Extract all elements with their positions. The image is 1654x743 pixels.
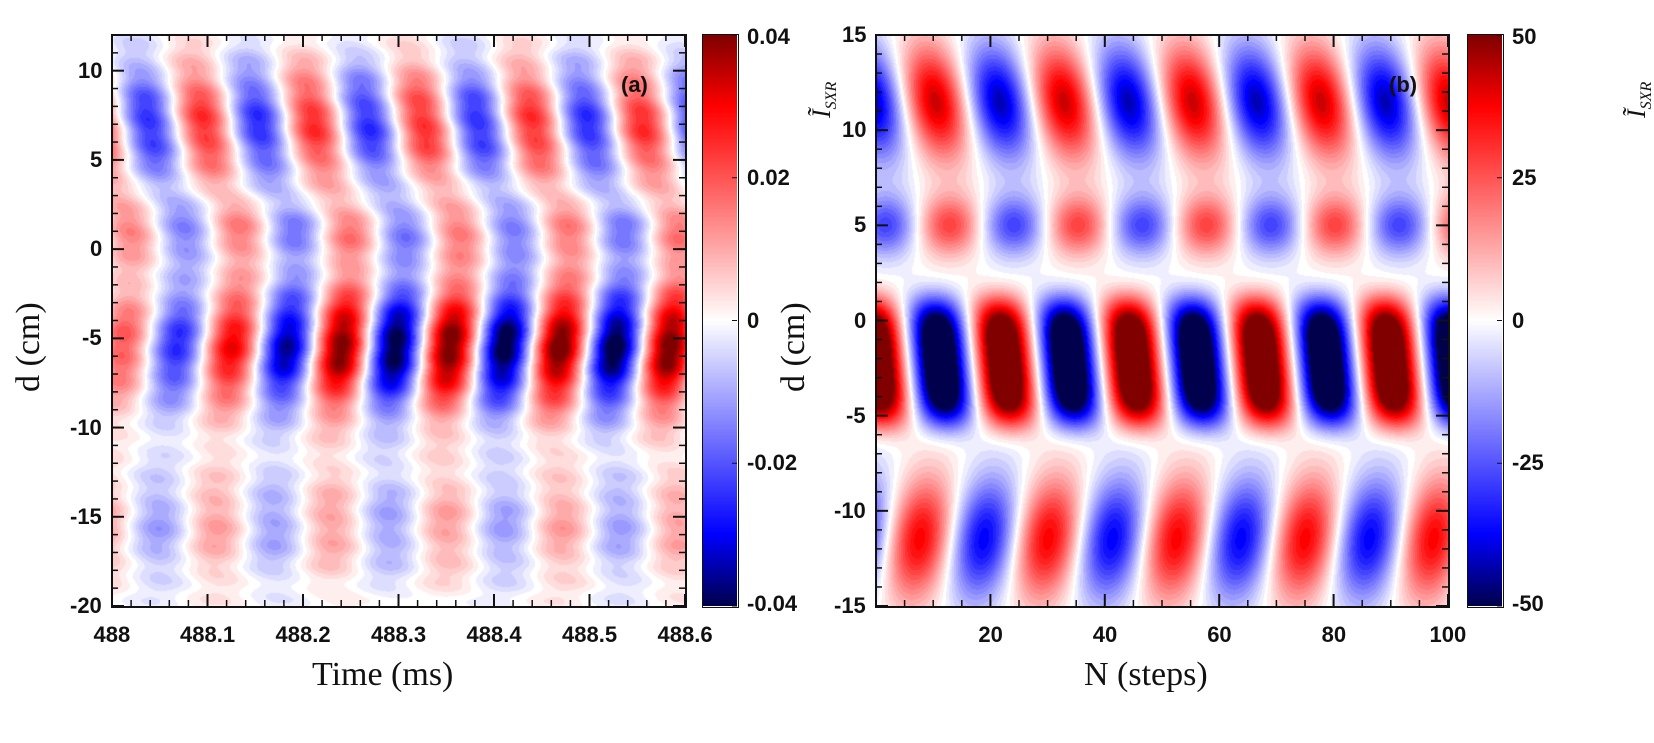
colorbar-tick-label-b: -50 (1512, 591, 1544, 616)
x-tick-label-b: 40 (1092, 622, 1118, 647)
x-tick-label-a: 488.2 (275, 622, 331, 647)
x-tick-label-a: 488.4 (466, 622, 522, 647)
colorbar-tick-label-a: 0 (747, 307, 760, 333)
colorbar-b (1468, 35, 1502, 606)
panel-label-b: (b) (1389, 72, 1418, 97)
panel-label-a: (a) (621, 72, 648, 97)
colorbar-title-a-main: Ĩ (807, 109, 836, 118)
x-tick-label-a: 488.5 (562, 622, 618, 647)
x-tick-label-b: 100 (1429, 622, 1467, 647)
y-tick-label-a: -15 (70, 503, 102, 529)
colorbar-a (703, 35, 737, 606)
colorbar-title-a-sub: SXR (823, 81, 841, 110)
colorbar-tick-label-b: -25 (1512, 450, 1544, 476)
y-tick-label-b: -5 (846, 402, 866, 428)
x-tick-label-a: 488.3 (371, 622, 427, 647)
y-tick-label-b: 15 (842, 22, 867, 47)
x-tick-label-a: 488.1 (180, 622, 236, 647)
y-tick-label-b: 10 (842, 117, 867, 143)
colorbar-tick-label-b: 0 (1512, 307, 1525, 333)
y-tick-label-a: -20 (70, 593, 102, 618)
colorbar-title-b-sub: SXR (1638, 81, 1654, 110)
colorbar-tick-label-a: -0.02 (747, 450, 798, 476)
y-tick-label-b: -10 (834, 497, 866, 523)
x-tick-label-a: 488 (93, 622, 131, 647)
y-tick-label-b: 0 (854, 307, 867, 333)
y-tick-label-a: 10 (78, 57, 103, 83)
heatmap-b (876, 35, 1448, 606)
x-axis-title-a: Time (ms) (312, 656, 454, 693)
y-axis-title-b: d (cm) (775, 302, 812, 392)
x-tick-label-b: 20 (978, 622, 1003, 647)
y-tick-label-a: 0 (90, 236, 103, 262)
x-tick-label-a: 488.6 (657, 622, 713, 647)
colorbar-tick-label-b: 25 (1512, 164, 1537, 190)
y-tick-label-b: -15 (834, 593, 866, 618)
y-tick-label-a: 5 (90, 146, 103, 172)
colorbar-tick-label-a: -0.04 (747, 591, 798, 616)
x-axis-title-b: N (steps) (1084, 656, 1208, 693)
x-tick-label-b: 80 (1321, 622, 1347, 647)
heatmap-a (112, 35, 685, 606)
colorbar-tick-label-a: 0.02 (747, 164, 790, 190)
colorbar-title-b: ĨSXR (1622, 82, 1654, 118)
y-tick-label-a: -10 (70, 414, 102, 440)
colorbar-tick-label-b: 50 (1512, 24, 1537, 49)
x-tick-label-b: 60 (1207, 622, 1232, 647)
colorbar-tick-label-a: 0.04 (747, 24, 790, 49)
y-tick-label-b: 5 (854, 212, 867, 238)
colorbar-title-b-main: Ĩ (1622, 109, 1651, 118)
y-tick-label-a: -5 (82, 325, 102, 351)
y-axis-title-a: d (cm) (10, 302, 47, 392)
colorbar-title-a: ĨSXR (807, 82, 841, 118)
